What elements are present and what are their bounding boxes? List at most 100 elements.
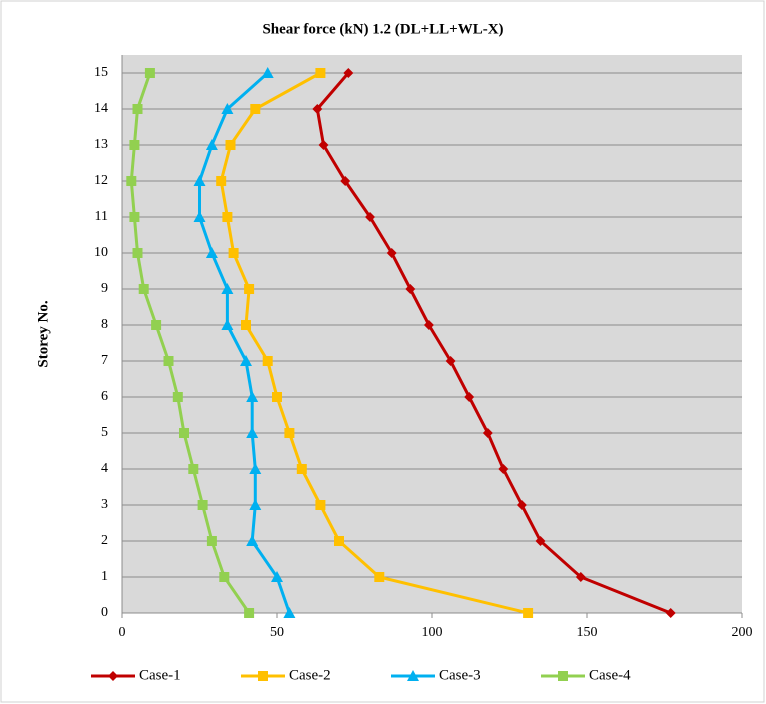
marker <box>464 392 475 402</box>
marker <box>193 211 206 222</box>
marker <box>423 320 434 330</box>
marker <box>318 140 329 150</box>
marker <box>272 392 282 402</box>
marker <box>246 535 259 546</box>
y-tick-label: 11 <box>95 209 108 224</box>
marker <box>228 248 239 258</box>
plot-area <box>122 55 742 613</box>
y-tick-label: 3 <box>101 497 108 512</box>
marker <box>179 428 189 438</box>
marker <box>665 608 676 618</box>
marker <box>374 572 385 582</box>
y-tick-label: 10 <box>94 245 108 260</box>
y-tick-label: 6 <box>101 389 108 404</box>
marker <box>262 356 273 366</box>
marker <box>271 571 283 582</box>
y-tick-label: 0 <box>101 605 108 620</box>
marker <box>535 536 546 546</box>
marker <box>193 175 206 186</box>
legend-label: Case-3 <box>439 667 481 683</box>
marker <box>312 104 323 114</box>
marker <box>249 463 262 474</box>
marker <box>315 68 326 78</box>
marker <box>225 140 236 150</box>
x-tick-label: 50 <box>270 625 284 640</box>
marker <box>129 212 140 222</box>
marker <box>132 104 143 114</box>
y-axis-title: Storey No. <box>35 300 51 367</box>
marker <box>132 248 143 258</box>
series-line <box>219 71 529 615</box>
marker <box>283 607 296 618</box>
marker <box>151 320 162 330</box>
marker <box>188 464 199 474</box>
y-tick-label: 4 <box>101 461 108 476</box>
x-tick-label: 0 <box>119 625 126 640</box>
y-tick-label: 13 <box>94 137 108 152</box>
y-tick-label: 7 <box>101 353 108 368</box>
marker <box>315 500 326 510</box>
marker <box>244 608 255 618</box>
marker <box>250 104 261 114</box>
marker <box>284 428 295 438</box>
marker <box>240 355 252 366</box>
marker <box>244 284 255 294</box>
y-tick-label: 12 <box>94 173 108 188</box>
marker <box>340 176 351 186</box>
x-tick-label: 200 <box>732 625 753 640</box>
y-tick-label: 15 <box>94 65 108 80</box>
y-tick-label: 14 <box>94 101 108 116</box>
marker <box>197 500 208 510</box>
y-tick-label: 2 <box>101 533 108 548</box>
legend-marker <box>258 671 268 681</box>
marker <box>334 536 344 546</box>
y-tick-label: 8 <box>101 317 108 332</box>
legend-label: Case-1 <box>139 667 181 683</box>
marker <box>246 427 259 438</box>
series-line <box>129 72 251 614</box>
marker <box>205 247 218 258</box>
marker <box>221 103 234 114</box>
marker <box>386 248 397 258</box>
chart-title: Shear force (kN) 1.2 (DL+LL+WL-X) <box>262 21 503 37</box>
marker <box>126 176 137 186</box>
marker <box>482 428 493 438</box>
y-tick-label: 5 <box>101 425 108 440</box>
marker <box>343 68 354 78</box>
marker <box>205 139 218 150</box>
marker <box>138 284 149 294</box>
marker <box>575 572 586 582</box>
legend-label: Case-2 <box>289 667 331 683</box>
marker <box>296 464 307 474</box>
series-line <box>315 72 672 615</box>
marker <box>221 319 234 330</box>
legend-marker <box>558 671 568 681</box>
marker <box>516 500 527 510</box>
marker <box>216 176 227 186</box>
legend-label: Case-4 <box>589 667 631 683</box>
marker <box>219 572 230 582</box>
marker <box>172 392 183 402</box>
marker <box>246 391 259 402</box>
marker <box>163 356 174 366</box>
series-line <box>198 71 291 614</box>
x-tick-label: 100 <box>422 625 443 640</box>
marker <box>206 536 217 546</box>
marker <box>365 212 375 222</box>
marker <box>261 67 274 78</box>
marker <box>405 284 416 294</box>
marker <box>221 283 234 294</box>
marker <box>241 320 251 330</box>
marker <box>144 68 155 78</box>
legend-marker <box>108 671 118 681</box>
marker <box>222 212 233 222</box>
y-tick-label: 9 <box>101 281 108 296</box>
marker <box>523 608 534 618</box>
x-tick-label: 150 <box>577 625 598 640</box>
marker <box>445 356 456 366</box>
y-tick-label: 1 <box>101 569 108 584</box>
marker <box>249 499 262 510</box>
marker <box>129 140 140 150</box>
marker <box>498 464 509 474</box>
